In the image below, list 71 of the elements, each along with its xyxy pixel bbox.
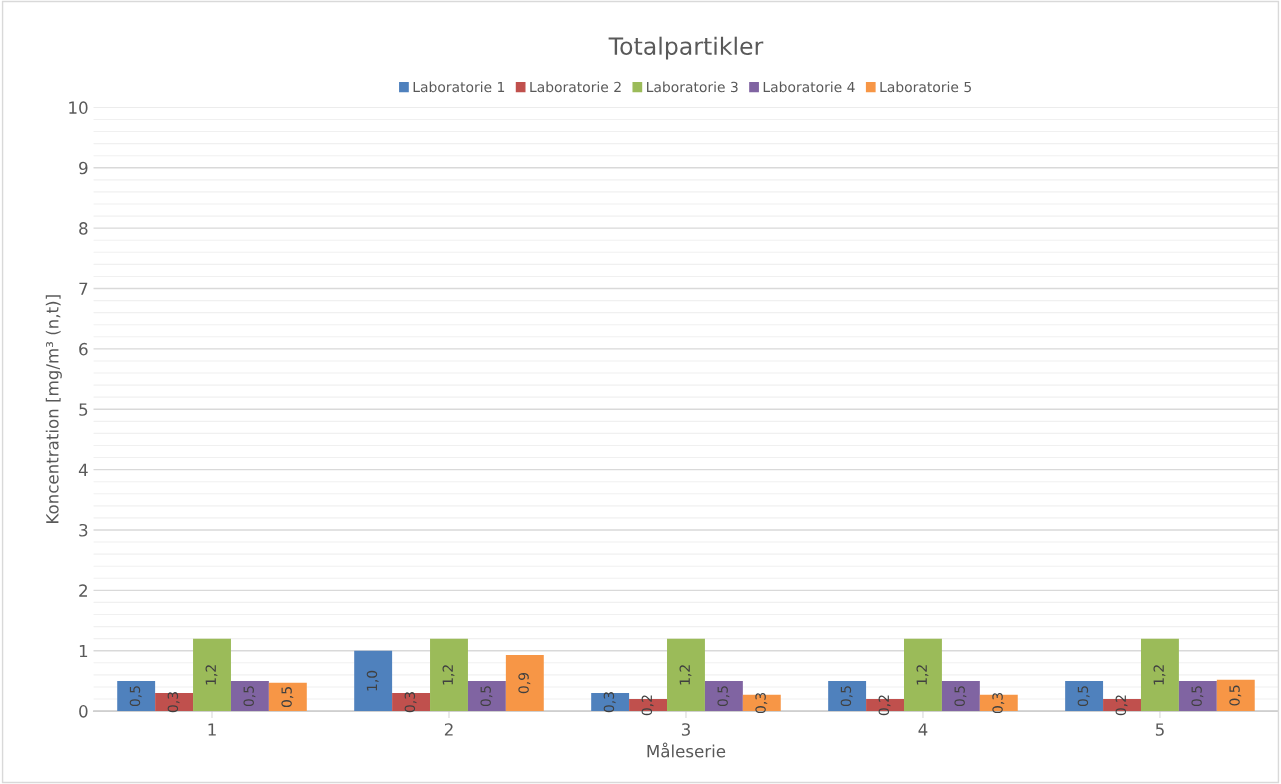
bar <box>591 692 630 712</box>
bar <box>904 638 942 712</box>
bar <box>1065 680 1104 712</box>
data-label: 1,2 <box>442 665 455 685</box>
y-tick-label: 0 <box>79 705 88 718</box>
data-label: 1,2 <box>1153 665 1166 685</box>
x-tick-label: 3 <box>681 723 690 736</box>
bar <box>941 680 980 712</box>
data-label: 0,3 <box>992 693 1005 714</box>
bar <box>1140 638 1179 712</box>
bar <box>117 680 156 712</box>
data-label: 0,3 <box>404 692 417 713</box>
legend-label: Laboratorie 5 <box>880 81 971 93</box>
legend-label: Laboratorie 2 <box>530 81 621 93</box>
bar <box>704 680 743 712</box>
data-label: 0,9 <box>518 672 531 694</box>
bar <box>467 680 506 712</box>
data-label: 0,5 <box>717 686 730 707</box>
x-axis-title: Måleserie <box>647 742 726 758</box>
x-tick-label: 4 <box>918 723 928 736</box>
data-label: 0,5 <box>954 686 967 707</box>
data-label: 1,0 <box>366 670 379 691</box>
data-label: 0,2 <box>878 695 891 716</box>
y-tick-label: 1 <box>79 644 88 658</box>
data-label: 0,5 <box>1077 686 1090 707</box>
data-label: 0,2 <box>1115 695 1128 716</box>
bar <box>1216 679 1255 712</box>
bar <box>1178 680 1217 712</box>
data-label: 0,5 <box>840 686 853 707</box>
x-tick-label: 2 <box>444 723 453 736</box>
data-label: 0,5 <box>1229 685 1242 706</box>
bar <box>505 654 544 712</box>
bar <box>667 638 705 712</box>
legend-label: Laboratorie 3 <box>647 81 738 93</box>
x-tick-label: 1 <box>208 723 216 736</box>
x-tick-label: 5 <box>1155 723 1164 736</box>
y-tick-label: 5 <box>79 403 88 416</box>
bar <box>268 682 307 712</box>
data-label: 1,2 <box>916 665 929 685</box>
legend-label: Laboratorie 4 <box>763 81 855 93</box>
bar <box>430 638 468 712</box>
bar <box>155 692 194 712</box>
bar <box>392 692 431 712</box>
y-tick-label: 9 <box>79 161 88 175</box>
y-tick-label: 2 <box>79 584 87 597</box>
bar <box>230 680 269 712</box>
y-axis-title: Koncentration [mg/m³ (n,t)] <box>45 295 62 523</box>
data-label: 0,2 <box>641 695 654 716</box>
data-label: 1,2 <box>679 665 692 685</box>
data-label: 0,5 <box>129 686 142 707</box>
y-tick-label: 6 <box>79 342 88 356</box>
y-tick-label: 3 <box>79 523 88 537</box>
y-tick-label: 8 <box>79 222 88 235</box>
data-label: 0,5 <box>480 686 493 707</box>
bar <box>193 638 231 712</box>
data-label: 1,2 <box>205 665 218 685</box>
y-tick-label: 7 <box>79 282 88 295</box>
bar <box>828 680 867 712</box>
chart-title: Totalpartikler <box>608 36 764 60</box>
data-label: 0,3 <box>167 692 180 713</box>
y-tick-label: 10 <box>69 101 88 114</box>
y-tick-label: 4 <box>78 463 88 476</box>
data-label: 0,3 <box>755 693 768 714</box>
data-label: 0,3 <box>603 692 616 713</box>
data-label: 0,5 <box>243 686 256 707</box>
bar <box>979 694 1018 712</box>
legend-label: Laboratorie 1 <box>413 81 505 93</box>
data-label: 0,5 <box>281 687 294 708</box>
data-label: 0,5 <box>1191 686 1204 707</box>
bar <box>354 650 393 712</box>
bar <box>742 694 781 712</box>
